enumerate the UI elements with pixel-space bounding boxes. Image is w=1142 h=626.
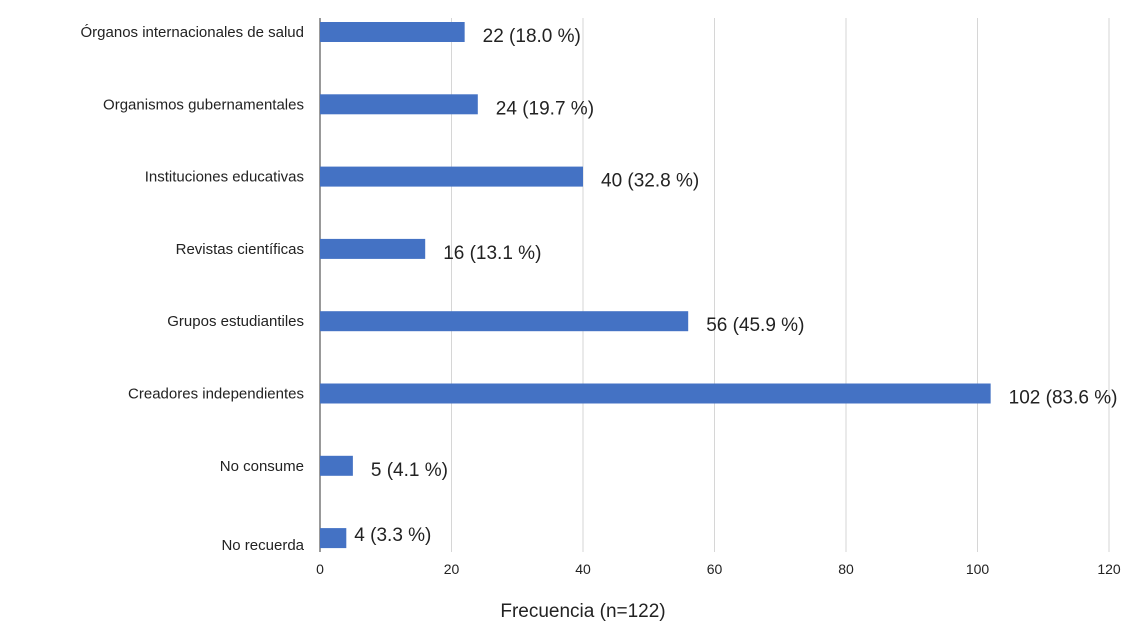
x-tick-label: 20	[444, 561, 460, 577]
bar	[320, 383, 991, 404]
data-labels: 22 (18.0 %) 24 (19.7 %) 40 (32.8 %) 16 (13.…	[354, 26, 1117, 546]
x-tick-labels: 0 20 40 60 80 100 120	[316, 561, 1121, 577]
category-label: No recuerda	[221, 537, 304, 554]
x-tick-label: 120	[1097, 561, 1121, 577]
bar	[320, 238, 426, 259]
x-tick-label: 100	[966, 561, 990, 577]
data-label: 5 (4.1 %)	[371, 460, 448, 481]
data-label: 16 (13.1 %)	[443, 243, 541, 264]
bar	[320, 311, 689, 332]
data-label: 40 (32.8 %)	[601, 171, 699, 192]
category-label: Creadores independientes	[128, 386, 304, 403]
category-label: No consume	[220, 458, 304, 475]
bar	[320, 94, 478, 115]
category-label: Organismos gubernamentales	[103, 96, 304, 113]
x-tick-label: 80	[838, 561, 854, 577]
bar	[320, 528, 347, 549]
bar	[320, 455, 353, 476]
data-label: 56 (45.9 %)	[706, 315, 804, 336]
x-axis-title: Frecuencia (n=122)	[500, 601, 665, 622]
category-labels: Órganos internacionales de salud Organism…	[81, 24, 305, 554]
bars	[320, 22, 991, 549]
x-tick-label: 60	[707, 561, 723, 577]
category-label: Órganos internacionales de salud	[81, 24, 304, 41]
data-label: 24 (19.7 %)	[496, 98, 594, 119]
data-label: 22 (18.0 %)	[483, 26, 581, 47]
bar	[320, 22, 465, 42]
x-tick-label: 0	[316, 561, 324, 577]
data-label: 102 (83.6 %)	[1009, 388, 1118, 409]
category-label: Grupos estudiantiles	[167, 313, 304, 330]
category-label: Instituciones educativas	[145, 169, 304, 186]
bar	[320, 166, 583, 187]
x-tick-label: 40	[575, 561, 591, 577]
data-label: 4 (3.3 %)	[354, 525, 431, 546]
category-label: Revistas científicas	[176, 241, 304, 258]
